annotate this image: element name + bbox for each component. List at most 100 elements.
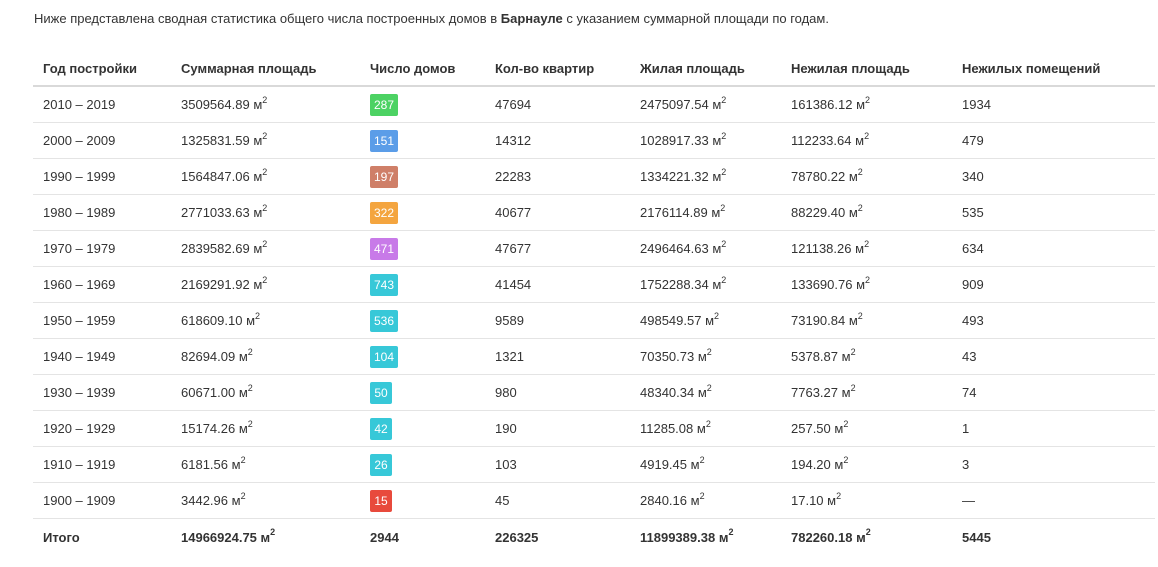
cell-apartments: 45	[485, 482, 630, 519]
cell-houses: 42	[360, 410, 485, 447]
unit-label: м	[231, 457, 241, 472]
table-row: 1960 – 1969 2169291.92 м2 743 41454 1752288.…	[33, 266, 1155, 303]
cell-total-area-value: 82694.09	[181, 349, 236, 364]
total-nonliving-area: 782260.18 м2	[781, 519, 952, 556]
cell-nonliving-rooms: 909	[952, 266, 1155, 303]
cell-houses: 15	[360, 482, 485, 519]
cell-apartments: 22283	[485, 158, 630, 195]
cell-apartments: 40677	[485, 194, 630, 231]
cell-nonliving-area: 112233.64 м2	[781, 122, 952, 159]
unit-superscript: 2	[247, 382, 253, 393]
total-living-area: 11899389.38 м2	[630, 519, 781, 556]
cell-total-area-value: 2839582.69	[181, 241, 250, 256]
unit-label: м	[711, 205, 721, 220]
intro-before: Ниже представлена сводная статистика общ…	[34, 11, 501, 26]
unit-superscript: 2	[728, 527, 734, 538]
cell-years: 1920 – 1929	[33, 410, 171, 447]
houses-count-badge: 151	[370, 129, 399, 152]
unit-superscript: 2	[836, 490, 842, 501]
table-row: 1990 – 1999 1564847.06 м2 197 22283 1334221.…	[33, 158, 1155, 195]
unit-label: м	[253, 241, 263, 256]
houses-count-badge: 26	[370, 453, 392, 476]
cell-nonliving-rooms: 74	[952, 374, 1155, 411]
cell-apartments: 1321	[485, 338, 630, 375]
unit-superscript: 2	[247, 346, 253, 357]
unit-superscript: 2	[699, 490, 705, 501]
cell-nonliving-area: 257.50 м2	[781, 410, 952, 447]
houses-count-badge: 287	[370, 93, 399, 116]
unit-label: м	[856, 529, 866, 545]
unit-superscript: 2	[721, 130, 727, 141]
cell-nonliving-area: 121138.26 м2	[781, 230, 952, 267]
unit-label: м	[238, 385, 248, 400]
cell-living-area: 70350.73 м2	[630, 338, 781, 375]
unit-superscript: 2	[720, 202, 726, 213]
cell-years: 1940 – 1949	[33, 338, 171, 375]
unit-label: м	[855, 133, 865, 148]
unit-label: м	[712, 169, 722, 184]
unit-superscript: 2	[714, 310, 720, 321]
cell-nonliving-rooms: 535	[952, 194, 1155, 231]
unit-superscript: 2	[699, 454, 705, 465]
cell-living-area-value: 4919.45	[640, 457, 687, 472]
cell-total-area-value: 6181.56	[181, 457, 228, 472]
unit-label: м	[253, 205, 263, 220]
table-row: 2010 – 2019 3509564.89 м2 287 47694 2475097.…	[33, 86, 1155, 123]
cell-living-area-value: 2475097.54	[640, 97, 709, 112]
cell-nonliving-area-value: 88229.40	[791, 205, 846, 220]
intro-after: с указанием суммарной площади по годам.	[562, 11, 829, 26]
cell-nonliving-rooms: 479	[952, 122, 1155, 159]
unit-superscript: 2	[262, 202, 268, 213]
unit-label: м	[848, 169, 858, 184]
cell-years: 1970 – 1979	[33, 230, 171, 267]
cell-years: 1930 – 1939	[33, 374, 171, 411]
unit-label: м	[253, 169, 263, 184]
cell-nonliving-rooms: 634	[952, 230, 1155, 267]
unit-superscript: 2	[721, 274, 727, 285]
total-nonliving-area-value: 782260.18	[791, 529, 853, 545]
table-row: 1910 – 1919 6181.56 м2 26 103 4919.45 м2 194.…	[33, 446, 1155, 483]
total-row: Итого 14966924.75 м2 2944 226325 11899389.38…	[33, 519, 1155, 556]
unit-label: м	[253, 97, 263, 112]
cell-nonliving-rooms: 1	[952, 410, 1155, 447]
cell-total-area: 60671.00 м2	[171, 374, 360, 411]
cell-houses: 151	[360, 122, 485, 159]
cell-nonliving-area: 78780.22 м2	[781, 158, 952, 195]
cell-total-area: 1325831.59 м2	[171, 122, 360, 159]
cell-living-area: 1334221.32 м2	[630, 158, 781, 195]
cell-nonliving-area-value: 133690.76	[791, 277, 853, 292]
table-row: 1940 – 1949 82694.09 м2 104 1321 70350.73 м2…	[33, 338, 1155, 375]
cell-years: 1990 – 1999	[33, 158, 171, 195]
cell-total-area: 3442.96 м2	[171, 482, 360, 519]
houses-count-badge: 42	[370, 417, 392, 440]
houses-count-badge: 50	[370, 381, 392, 404]
unit-label: м	[834, 421, 844, 436]
header-total-area: Суммарная площадь	[171, 52, 360, 87]
unit-label: м	[696, 421, 706, 436]
table-row: 1900 – 1909 3442.96 м2 15 45 2840.16 м2 17.10…	[33, 482, 1155, 519]
cell-nonliving-rooms: 493	[952, 302, 1155, 339]
unit-label: м	[712, 133, 722, 148]
cell-living-area: 2475097.54 м2	[630, 86, 781, 123]
cell-living-area-value: 2176114.89	[640, 205, 708, 220]
cell-houses: 743	[360, 266, 485, 303]
houses-count-badge: 197	[370, 165, 399, 188]
unit-superscript: 2	[850, 346, 856, 357]
table-row: 1950 – 1959 618609.10 м2 536 9589 498549.57 …	[33, 302, 1155, 339]
cell-nonliving-rooms: 1934	[952, 86, 1155, 123]
cell-nonliving-area-value: 194.20	[791, 457, 831, 472]
cell-nonliving-area-value: 161386.12	[791, 97, 853, 112]
houses-count-badge: 104	[370, 345, 399, 368]
header-living-area: Жилая площадь	[630, 52, 781, 87]
total-nonliving-rooms: 5445	[962, 529, 991, 545]
unit-superscript: 2	[721, 238, 727, 249]
cell-apartments: 190	[485, 410, 630, 447]
cell-living-area-value: 70350.73	[640, 349, 695, 364]
unit-label: м	[231, 493, 241, 508]
unit-superscript: 2	[270, 527, 276, 538]
unit-label: м	[848, 205, 858, 220]
unit-superscript: 2	[262, 130, 268, 141]
cell-nonliving-area-value: 73190.84	[791, 313, 846, 328]
cell-years: 1900 – 1909	[33, 482, 171, 519]
cell-nonliving-rooms: 43	[952, 338, 1155, 375]
